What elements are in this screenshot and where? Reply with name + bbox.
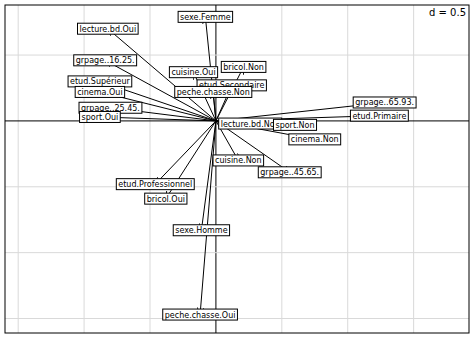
- label-text: sport.Oui: [82, 113, 119, 122]
- label-box: [78, 23, 139, 34]
- label-box: [145, 193, 187, 204]
- background: [0, 0, 474, 338]
- arrow-label: etud.Professionnel: [116, 179, 194, 190]
- grid-line: [347, 5, 348, 333]
- grid-line: [18, 5, 19, 333]
- label-box: [258, 167, 321, 178]
- arrow-label: sport.Oui: [80, 111, 121, 122]
- label-text: cuisine.Oui: [171, 68, 215, 77]
- label-box: [350, 110, 408, 121]
- label-box: [80, 111, 121, 122]
- grid: [5, 5, 469, 333]
- arrow-label: cuisine.Oui: [169, 67, 217, 78]
- label-text: cinema.Non: [291, 135, 339, 144]
- arrow-label: peche.chasse.Oui: [163, 309, 238, 320]
- label-text: grpage..16.25.: [76, 56, 135, 65]
- label-box: [219, 118, 282, 129]
- arrow: [155, 121, 216, 184]
- arrow-label: cuisine.Non: [213, 155, 264, 166]
- label-text: sport.Non: [275, 121, 314, 130]
- arrow-label: peche.chasse.Non: [175, 86, 252, 97]
- label-box: [163, 309, 238, 320]
- label-box: [75, 86, 124, 97]
- label-text: peche.chasse.Non: [177, 88, 250, 97]
- arrow-label: lecture.bd.Non: [219, 118, 282, 129]
- label-box: [178, 11, 233, 22]
- label-text: grpage..45.65.: [260, 168, 319, 177]
- arrow-label: cinema.Oui: [75, 86, 124, 97]
- label-text: grpage..65.93.: [355, 98, 414, 107]
- arrow: [200, 121, 216, 315]
- label-text: etud.Primaire: [352, 112, 406, 121]
- label-box: [221, 61, 266, 72]
- annotation-box: [427, 6, 468, 19]
- label-box: [273, 119, 316, 130]
- label-text: sexe.Homme: [175, 226, 227, 235]
- label-box: [173, 225, 229, 236]
- label-box: [74, 55, 137, 66]
- annotation-text: d = 0.5: [429, 7, 466, 18]
- plot-frame: [5, 5, 469, 333]
- label-box: [353, 97, 416, 108]
- label-text: cinema.Oui: [77, 88, 122, 97]
- label-text: etud.Supérieur: [70, 76, 130, 86]
- labels: lecture.bd.Oui sexe.Femme grpage..16.25. cu…: [68, 11, 416, 320]
- arrow-label: etud.Supérieur: [68, 76, 132, 87]
- arrow-label: sport.Non: [273, 119, 316, 130]
- label-text: bricol.Non: [223, 63, 264, 72]
- arrow-label: grpage..45.65.: [258, 167, 321, 178]
- label-text: bricol.Oui: [147, 195, 185, 204]
- scale-annotation: d = 0.5: [427, 6, 468, 19]
- arrow-label: bricol.Oui: [145, 193, 187, 204]
- grid-line: [84, 5, 85, 333]
- grid-line: [5, 186, 469, 187]
- label-box: [289, 134, 341, 145]
- arrow-label: lecture.bd.Oui: [78, 23, 139, 34]
- arrow-label: grpage..65.93.: [353, 97, 416, 108]
- arrow-label: etud.Primaire: [350, 110, 408, 121]
- arrow-label: sexe.Femme: [178, 11, 233, 22]
- label-box: [68, 76, 132, 87]
- chart: lecture.bd.Oui sexe.Femme grpage..16.25. cu…: [0, 0, 474, 338]
- label-box: [116, 179, 194, 190]
- label-text: sexe.Femme: [180, 13, 231, 22]
- grid-line: [413, 5, 414, 333]
- arrow-label: grpage..16.25.: [74, 55, 137, 66]
- arrow-label: sexe.Homme: [173, 225, 229, 236]
- grid-line: [150, 5, 151, 333]
- arrow-label: cinema.Non: [289, 134, 341, 145]
- label-box: [213, 155, 264, 166]
- arrows: [100, 17, 385, 315]
- label-text: etud.Professionnel: [118, 180, 192, 189]
- label-text: peche.chasse.Oui: [165, 311, 236, 320]
- label-box: [169, 67, 217, 78]
- label-text: lecture.bd.Non: [221, 120, 280, 129]
- label-box: [175, 86, 252, 97]
- label-text: cuisine.Non: [215, 156, 262, 165]
- y-axis-line: [215, 5, 216, 333]
- label-text: lecture.bd.Oui: [80, 25, 137, 34]
- grid-line: [5, 252, 469, 253]
- arrow-label: bricol.Non: [221, 61, 266, 72]
